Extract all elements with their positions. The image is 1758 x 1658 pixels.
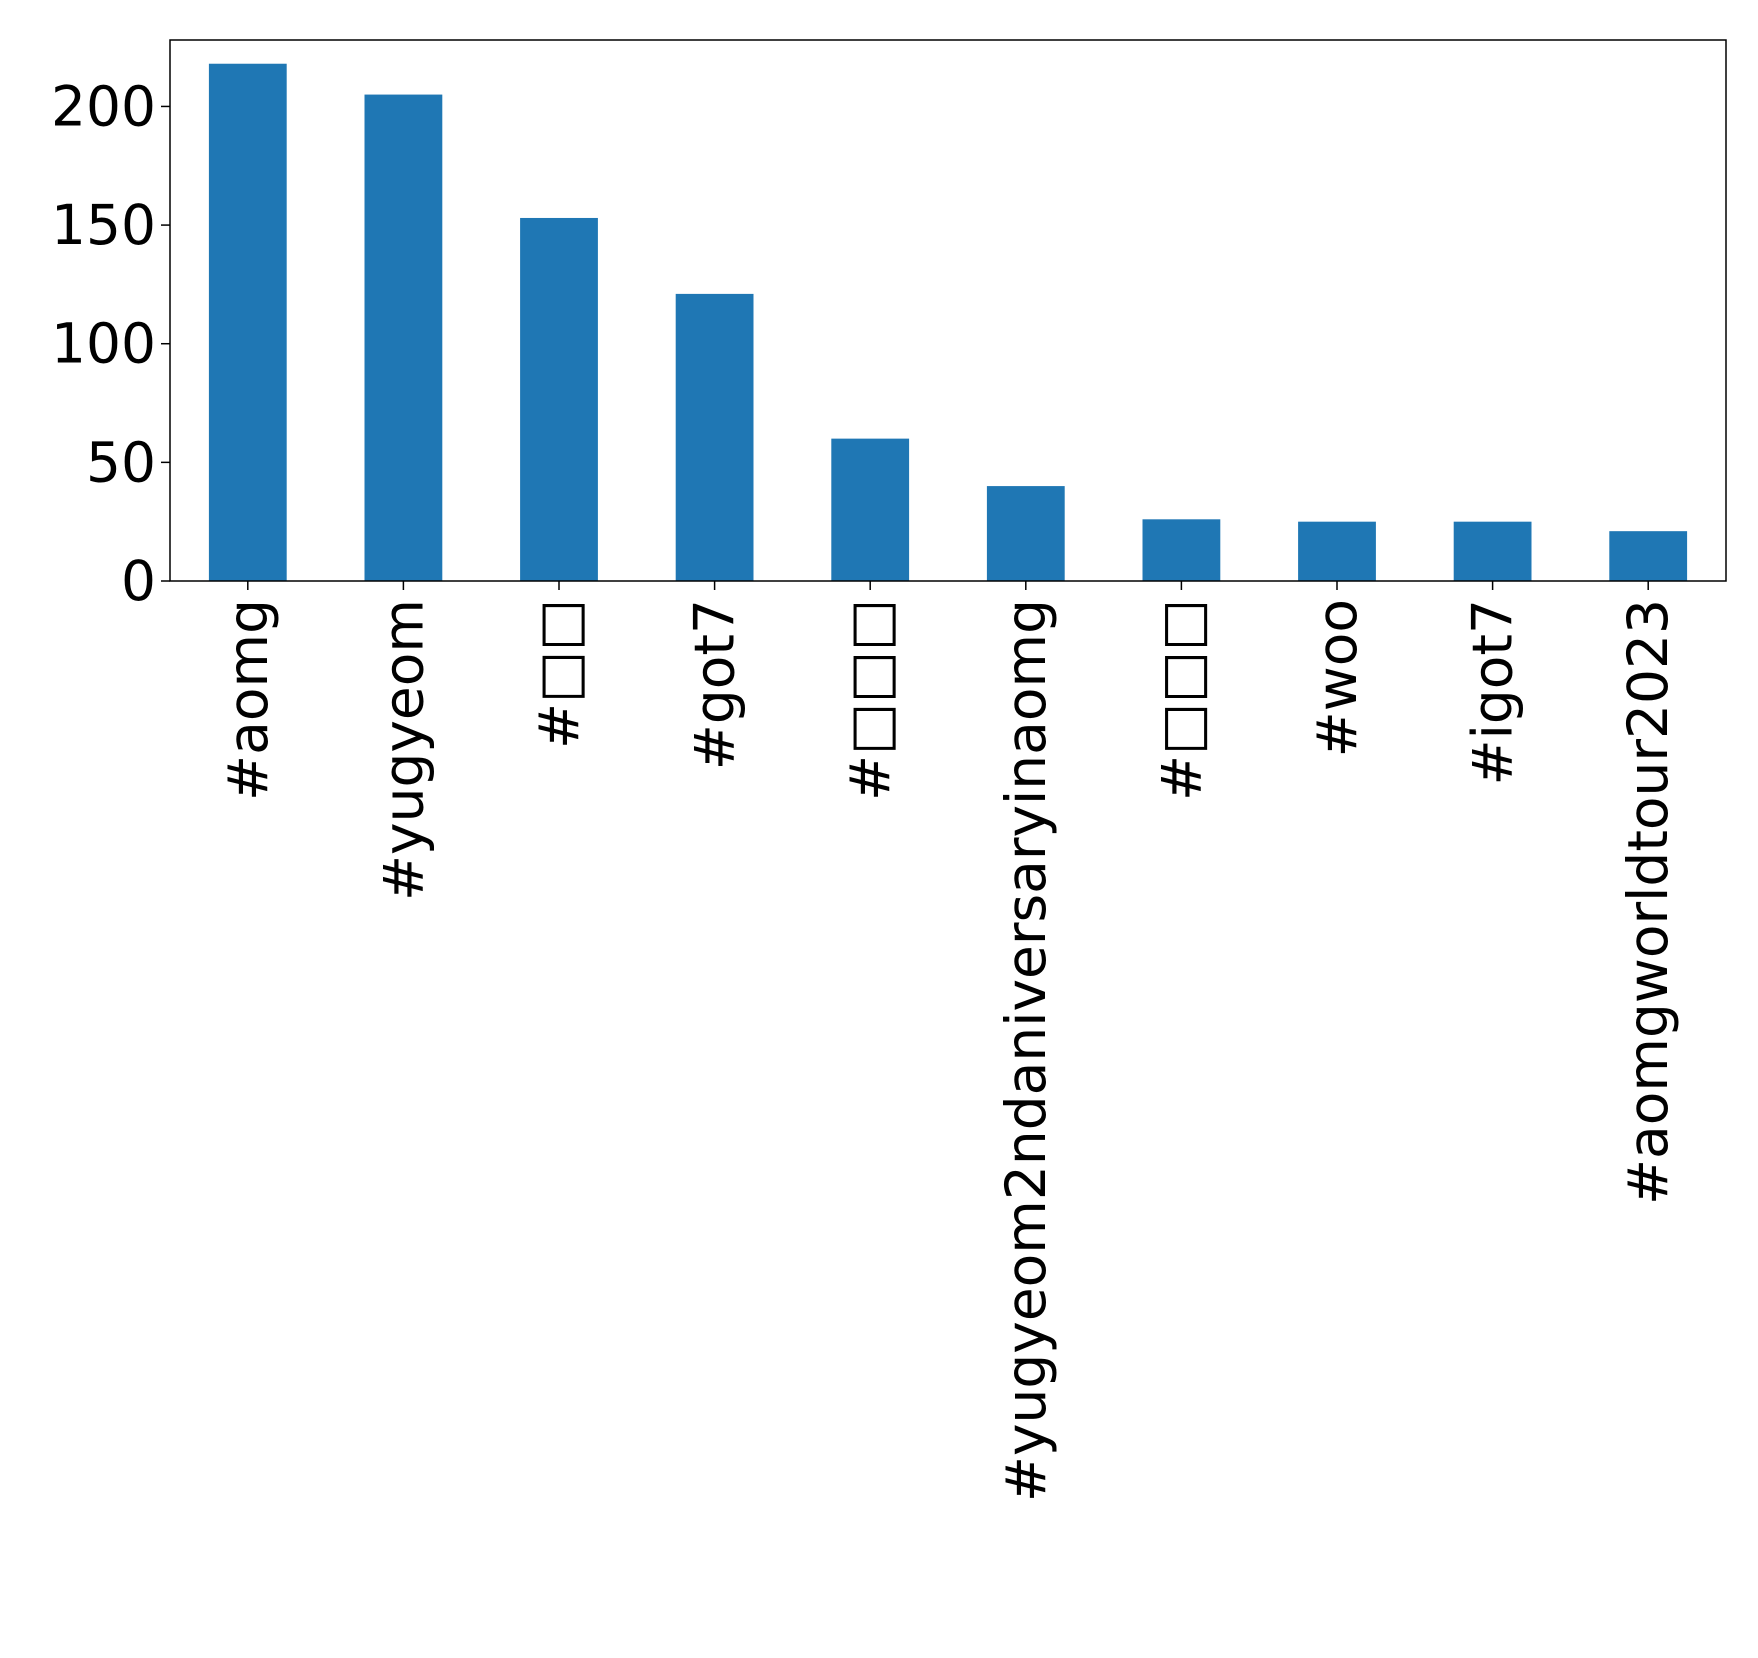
x-tick-label-6: #□□□ (1149, 599, 1213, 801)
x-tick-label-4: #□□□ (838, 599, 902, 801)
x-tick-label-8: #igot7 (1461, 599, 1525, 785)
y-tick-label-2: 100 (51, 312, 156, 376)
x-tick-label-7: #woo (1305, 599, 1369, 757)
y-tick-label-3: 150 (51, 193, 156, 257)
bars-group (208, 63, 1688, 582)
bar-7 (1298, 521, 1376, 581)
y-tick-label-1: 50 (86, 430, 156, 494)
bar-4 (831, 438, 910, 581)
y-tick-label-0: 0 (121, 549, 156, 613)
x-tick-label-0: #aomg (216, 599, 280, 801)
bar-3 (675, 293, 754, 581)
bar-2 (520, 217, 598, 582)
bar-0 (208, 63, 287, 581)
bar-1 (364, 94, 443, 582)
plot-frame (169, 39, 1727, 582)
y-axis: 0 50 100 150 200 (51, 74, 170, 613)
bar-9 (1609, 531, 1688, 581)
x-tick-label-9: #aomgworldtour2023 (1616, 599, 1680, 1205)
bar-6 (1142, 519, 1221, 581)
x-axis: #aomg #yugyeom #□□ #got7 #□□□ #yugyeom2ndaniv… (216, 581, 1680, 1502)
bar-5 (986, 486, 1065, 581)
x-tick-label-2: #□□ (527, 599, 591, 749)
x-tick-label-1: #yugyeom (371, 599, 435, 901)
y-tick-label-4: 200 (51, 74, 156, 138)
x-tick-label-5: #yugyeom2ndaniversaryinaomg (994, 599, 1058, 1502)
bar-8 (1453, 521, 1532, 581)
x-tick-label-3: #got7 (683, 599, 747, 770)
